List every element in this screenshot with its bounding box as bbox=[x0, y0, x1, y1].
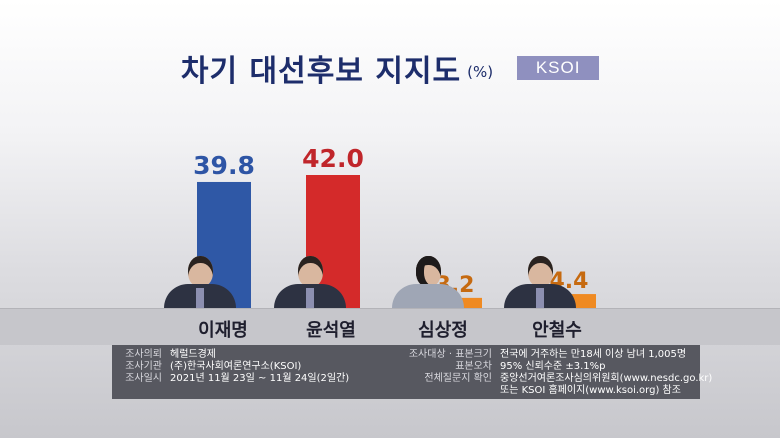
info-value: 전국에 거주하는 만18세 이상 남녀 1,005명 bbox=[500, 349, 687, 360]
info-key: 표본오차 bbox=[455, 361, 492, 372]
info-value: 95% 신뢰수준 ±3.1%p bbox=[500, 361, 606, 372]
candidate-tie bbox=[306, 288, 314, 308]
candidate-name-3: 심상정 bbox=[418, 320, 468, 341]
candidate-tie bbox=[196, 288, 204, 308]
survey-info-left: 조사의뢰 헤럴드경제 조사기관 (주)한국사회여론연구소(KSOI) 조사일시 … bbox=[118, 349, 349, 385]
info-key: 조사의뢰 bbox=[125, 349, 162, 360]
info-key bbox=[394, 385, 492, 397]
candidate-photo-3 bbox=[392, 250, 464, 308]
candidate-photo-4 bbox=[504, 250, 576, 308]
info-value: 중앙선거여론조사심의위원회(www.nesdc.go.kr) bbox=[500, 373, 713, 384]
value-label-1: 39.8 bbox=[193, 151, 255, 180]
info-row: 전체질문지 확인 중앙선거여론조사심의위원회(www.nesdc.go.kr) bbox=[394, 373, 712, 385]
candidate-name-4: 안철수 bbox=[532, 320, 582, 341]
title-row: 차기 대선후보 지지도 (%) KSOI bbox=[0, 48, 780, 89]
info-key: 조사대상 · 표본크기 bbox=[408, 349, 492, 360]
candidate-head bbox=[188, 256, 213, 287]
info-row: 조사기관 (주)한국사회여론연구소(KSOI) bbox=[118, 361, 349, 373]
info-key: 조사일시 bbox=[125, 373, 162, 384]
candidate-name-1: 이재명 bbox=[198, 320, 248, 341]
info-row: 또는 KSOI 홈페이지(www.ksoi.org) 참조 bbox=[394, 385, 712, 397]
chart-title: 차기 대선후보 지지도 bbox=[180, 54, 462, 89]
candidate-photo-2 bbox=[274, 250, 346, 308]
value-label-2: 42.0 bbox=[302, 144, 364, 173]
info-key: 전체질문지 확인 bbox=[424, 373, 492, 384]
survey-info-right: 조사대상 · 표본크기 전국에 거주하는 만18세 이상 남녀 1,005명 표… bbox=[394, 349, 712, 397]
unit-label: (%) bbox=[467, 63, 494, 81]
candidate-head bbox=[416, 256, 441, 287]
info-row: 조사일시 2021년 11월 23일 ~ 11월 24일(2일간) bbox=[118, 373, 349, 385]
pollster-badge: KSOI bbox=[517, 56, 600, 80]
info-value: 2021년 11월 23일 ~ 11월 24일(2일간) bbox=[170, 373, 350, 384]
info-row: 표본오차 95% 신뢰수준 ±3.1%p bbox=[394, 361, 712, 373]
info-value: 헤럴드경제 bbox=[170, 349, 216, 360]
candidate-suit bbox=[392, 284, 464, 308]
candidate-head bbox=[528, 256, 553, 287]
bar-chart: 39.8 42.03.2 4.4 bbox=[193, 144, 596, 308]
candidate-name-2: 윤석열 bbox=[306, 320, 356, 341]
candidate-name-bar bbox=[0, 308, 780, 345]
info-row: 조사대상 · 표본크기 전국에 거주하는 만18세 이상 남녀 1,005명 bbox=[394, 349, 712, 361]
candidate-photo-1 bbox=[164, 250, 236, 308]
info-value: 또는 KSOI 홈페이지(www.ksoi.org) 참조 bbox=[500, 385, 681, 396]
info-value: (주)한국사회여론연구소(KSOI) bbox=[170, 361, 302, 372]
candidate-head bbox=[298, 256, 323, 287]
info-row: 조사의뢰 헤럴드경제 bbox=[118, 349, 349, 361]
info-key: 조사기관 bbox=[125, 361, 162, 372]
survey-info-box: 조사의뢰 헤럴드경제 조사기관 (주)한국사회여론연구소(KSOI) 조사일시 … bbox=[112, 345, 712, 399]
candidate-tie bbox=[536, 288, 544, 308]
